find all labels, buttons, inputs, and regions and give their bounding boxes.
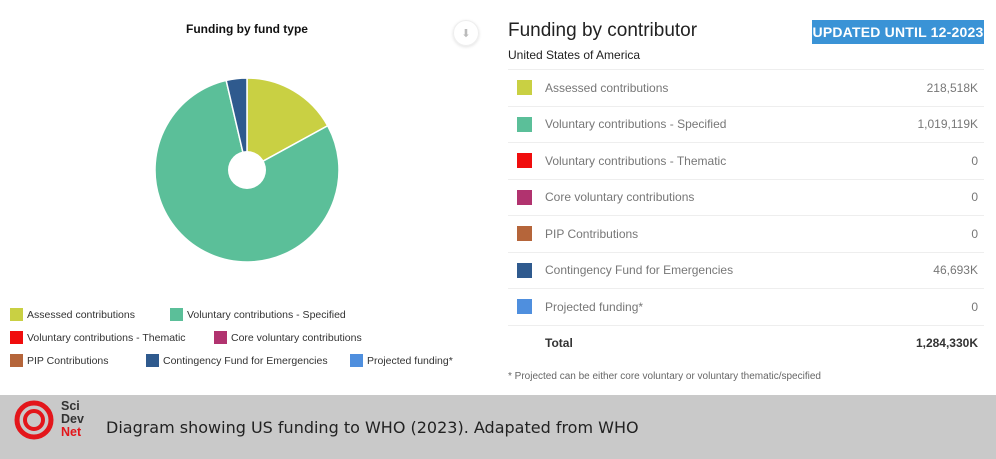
logo-text-dev: Dev (61, 412, 84, 426)
donut-hole (228, 151, 266, 189)
row-value: 0 (971, 190, 978, 205)
legend-swatch (214, 331, 227, 344)
legend-label: Core voluntary contributions (231, 331, 362, 344)
legend-label: Contingency Fund for Emergencies (163, 354, 328, 367)
pie-slice[interactable] (225, 77, 248, 171)
panel-title: Funding by contributor (508, 20, 698, 41)
color-swatch (517, 116, 532, 132)
logo-rings-icon (14, 400, 54, 440)
row-label: Assessed contributions (545, 80, 669, 95)
table-row: Core voluntary contributions 0 (508, 178, 984, 216)
row-value: 1,019,119K (917, 117, 979, 132)
row-label: Projected funding* (545, 299, 644, 314)
legend-item[interactable]: Core voluntary contributions (214, 331, 362, 344)
row-label: Voluntary contributions - Specified (545, 117, 727, 132)
legend-label: Assessed contributions (27, 308, 135, 321)
table-row: Assessed contributions 218,518K (508, 69, 984, 106)
legend-swatch (10, 354, 23, 367)
table-row: PIP Contributions 0 (508, 215, 984, 252)
row-value: 218,518K (926, 80, 978, 95)
row-value: 0 (971, 226, 978, 241)
legend-item[interactable]: Contingency Fund for Emergencies (146, 354, 328, 367)
download-icon: ⬇ (461, 27, 471, 40)
total-row: Total 1,284,330K (508, 324, 984, 362)
pie-chart[interactable] (153, 76, 341, 264)
logo-text-sci: Sci (61, 399, 80, 413)
row-value: 0 (971, 153, 978, 168)
row-label: Contingency Fund for Emergencies (545, 263, 734, 278)
legend-label: Voluntary contributions - Specified (187, 308, 346, 321)
row-label: Core voluntary contributions (545, 190, 695, 205)
legend-swatch (350, 354, 363, 367)
caption-text: Diagram showing US funding to WHO (2023)… (106, 418, 639, 437)
fund-type-panel: Funding by fund type ⬇ Assessed contribu… (0, 0, 490, 395)
total-label: Total (545, 336, 573, 351)
chart-title: Funding by fund type (186, 22, 308, 36)
chart-legend: Assessed contributions Voluntary contrib… (10, 308, 480, 377)
row-label: Voluntary contributions - Thematic (545, 153, 727, 168)
legend-swatch (170, 308, 183, 321)
legend-swatch (10, 331, 23, 344)
logo-text-net: Net (61, 425, 82, 439)
caption-banner: Sci Dev Net Diagram showing US funding t… (0, 395, 996, 459)
color-swatch (517, 262, 532, 278)
legend-label: Voluntary contributions - Thematic (27, 331, 186, 344)
row-value: 46,693K (933, 263, 978, 278)
row-label: PIP Contributions (545, 226, 639, 241)
table-row: Voluntary contributions - Specified 1,019… (508, 105, 984, 143)
table-row: Voluntary contributions - Thematic 0 (508, 142, 984, 179)
legend-swatch (10, 308, 23, 321)
pie-slice[interactable] (246, 77, 329, 172)
country-name: United States of America (508, 48, 641, 62)
color-swatch (517, 299, 532, 315)
legend-swatch (146, 354, 159, 367)
color-swatch (517, 80, 532, 96)
color-swatch (517, 226, 532, 242)
total-value: 1,284,330K (915, 336, 978, 351)
legend-label: PIP Contributions (27, 354, 109, 367)
legend-label: Projected funding* (367, 354, 453, 367)
contributions-table: Assessed contributions 218,518K Voluntary… (508, 69, 984, 361)
legend-item[interactable]: Voluntary contributions - Specified (170, 308, 346, 321)
legend-item[interactable]: Assessed contributions (10, 308, 135, 321)
legend-item[interactable]: Projected funding* (350, 354, 453, 367)
color-swatch (517, 189, 532, 205)
legend-item[interactable]: Voluntary contributions - Thematic (10, 331, 186, 344)
table-row: Projected funding* 0 (508, 288, 984, 325)
scidevnet-logo: Sci Dev Net (14, 398, 84, 442)
color-swatch (517, 153, 532, 169)
footnote: * Projected can be either core voluntary… (508, 371, 821, 382)
updated-badge: UPDATED UNTIL 12-2023 (812, 20, 984, 44)
download-button[interactable]: ⬇ (453, 20, 479, 46)
table-row: Contingency Fund for Emergencies 46,693K (508, 251, 984, 289)
row-value: 0 (971, 299, 978, 314)
legend-item[interactable]: PIP Contributions (10, 354, 109, 367)
